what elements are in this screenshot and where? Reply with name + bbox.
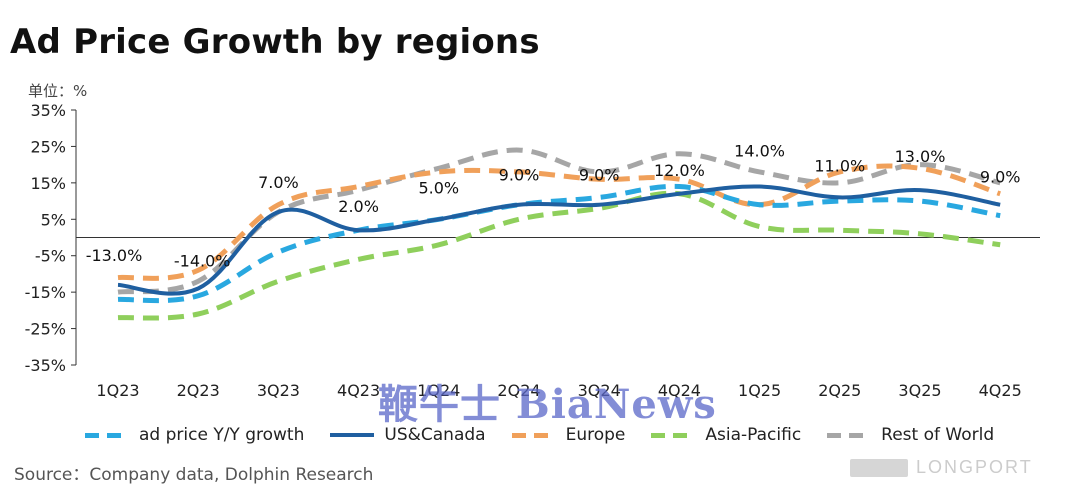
series-line-asia-pacific [117, 190, 1001, 321]
chart-title: Ad Price Growth by regions [10, 22, 540, 62]
data-label: 2.0% [338, 197, 379, 216]
x-tick-label: 1Q25 [738, 381, 781, 400]
legend-swatch [827, 432, 872, 438]
legend-item: Europe [511, 425, 626, 445]
y-tick-label: 15% [30, 174, 66, 193]
data-label: 13.0% [895, 147, 946, 166]
data-label: 11.0% [814, 156, 865, 175]
x-tick-label: 2Q23 [177, 381, 220, 400]
data-label: 7.0% [258, 173, 299, 192]
legend-swatch [651, 432, 696, 438]
x-tick-label: 4Q24 [658, 381, 701, 400]
x-tick-label: 3Q24 [578, 381, 621, 400]
overlay-brand-watermark: 鞭牛士 BiaNews [378, 381, 717, 428]
logo-text: LONGPORT [916, 457, 1033, 477]
legend: ad price Y/Y growth US&Canada Europe Asia-P… [85, 425, 994, 445]
unit-label: 单位：% [28, 82, 88, 100]
y-tick-label: 35% [30, 101, 66, 120]
data-label: 9.0% [579, 166, 620, 185]
legend-item: Asia-Pacific [651, 425, 801, 445]
logo-icon [850, 458, 908, 477]
legend-label: Rest of World [881, 425, 995, 445]
chart-axes: 35% 25% 15% 5% -5% -15% -25% -35% 1Q23 2Q23 3Q23 4Q… [25, 101, 1040, 400]
legend-item: ad price Y/Y growth [85, 425, 304, 445]
legend-swatch [85, 432, 129, 438]
legend-swatch [330, 433, 375, 437]
x-tick-label: 2Q24 [497, 381, 540, 400]
legend-item: US&Canada [330, 425, 486, 445]
x-tick-label: 2Q25 [818, 381, 861, 400]
data-label: 5.0% [418, 178, 459, 197]
data-label: 12.0% [654, 161, 705, 180]
data-label: 9.0% [980, 168, 1021, 187]
data-label: -13.0% [86, 246, 143, 265]
data-label: 9.0% [499, 166, 540, 185]
y-tick-label: -25% [25, 320, 66, 339]
y-tick-label: -5% [35, 247, 66, 266]
legend-label: Asia-Pacific [705, 425, 802, 445]
legend-label: ad price Y/Y growth [139, 425, 305, 445]
y-tick-label: -15% [25, 283, 66, 302]
longport-logo: LONGPORT [850, 457, 1033, 478]
x-tick-label: 4Q23 [337, 381, 380, 400]
data-labels-layer: -13.0% -14.0% 7.0% 2.0% 5.0% 9.0% 9.0% 12.0% 14.… [86, 142, 1021, 271]
data-label: -14.0% [174, 252, 231, 271]
data-label: 14.0% [734, 142, 785, 161]
legend-swatch [511, 432, 556, 438]
series-layer [117, 147, 1001, 321]
legend-label: Europe [565, 425, 626, 445]
line-chart: 35% 25% 15% 5% -5% -15% -25% -35% 1Q23 2Q23 3Q23 4Q… [25, 101, 1040, 400]
source-note: Source：Company data, Dolphin Research [14, 465, 374, 485]
y-tick-label: 25% [30, 137, 66, 156]
x-tick-label: 3Q25 [898, 381, 941, 400]
series-line-europe [117, 163, 1001, 281]
x-tick-label: 3Q23 [257, 381, 300, 400]
series-line-us-canada [117, 184, 1001, 296]
legend-item: Rest of World [827, 425, 994, 445]
x-tick-label: 1Q24 [417, 381, 460, 400]
x-tick-label: 1Q23 [96, 381, 139, 400]
legend-label: US&Canada [384, 425, 486, 445]
y-tick-label: 5% [41, 210, 66, 229]
y-tick-label: -35% [25, 356, 66, 375]
series-line-ad-price-y-y-growth [117, 183, 1001, 304]
x-tick-label: 4Q25 [979, 381, 1022, 400]
series-line-rest-of-world [117, 147, 1001, 295]
